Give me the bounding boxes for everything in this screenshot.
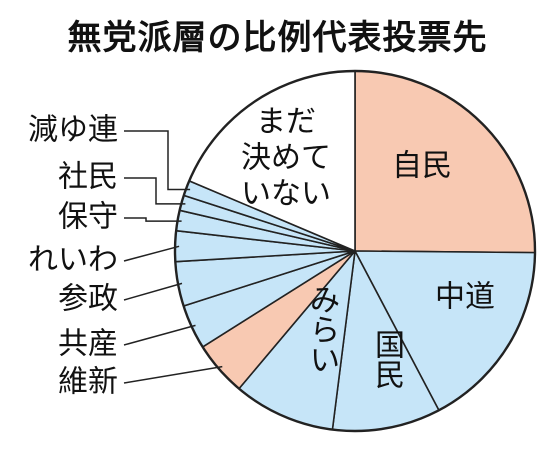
pie-outline <box>173 69 537 433</box>
leader-line-reiwa <box>123 245 180 262</box>
pie-slices <box>173 69 537 433</box>
slice-label-kyosan: 共産 <box>58 327 118 362</box>
slice-label-chudo: 中道 <box>435 280 495 315</box>
slice-label-hoshu: 保守 <box>58 200 118 235</box>
slice-label-undecided-line-1: まだ <box>256 105 316 140</box>
leader-line-hoshu <box>124 217 182 222</box>
slice-label-sansei: 参政 <box>58 282 118 317</box>
slice-label-jimin: 自民 <box>392 149 452 184</box>
slice-label-undecided-line-3: いない <box>241 177 331 212</box>
slice-label-kokumin-char-1: 国 <box>375 329 405 364</box>
slice-label-undecided-line-2: 決めて <box>241 141 331 176</box>
leader-line-kyosan <box>123 324 196 346</box>
leader-lines <box>123 130 223 384</box>
slice-label-mirai-char-2: ら <box>310 314 340 349</box>
leader-line-sansei <box>123 282 183 301</box>
leader-line-genzeiyu <box>124 130 191 191</box>
leader-line-shamin <box>124 177 186 205</box>
slice-label-shamin: 社民 <box>58 160 118 195</box>
slice-label-mirai-char-1: み <box>310 284 340 319</box>
slice-label-ishin: 維新 <box>58 365 118 400</box>
slice-label-genzeiyu: 減ゆ連 <box>28 113 118 148</box>
slice-label-reiwa: れいわ <box>28 243 118 278</box>
slice-label-mirai-char-3: い <box>310 344 340 379</box>
leader-line-ishin <box>123 365 223 384</box>
chart-title: 無党派層の比例代表投票先 <box>67 18 488 58</box>
slice-label-kokumin-char-2: 民 <box>375 359 405 394</box>
